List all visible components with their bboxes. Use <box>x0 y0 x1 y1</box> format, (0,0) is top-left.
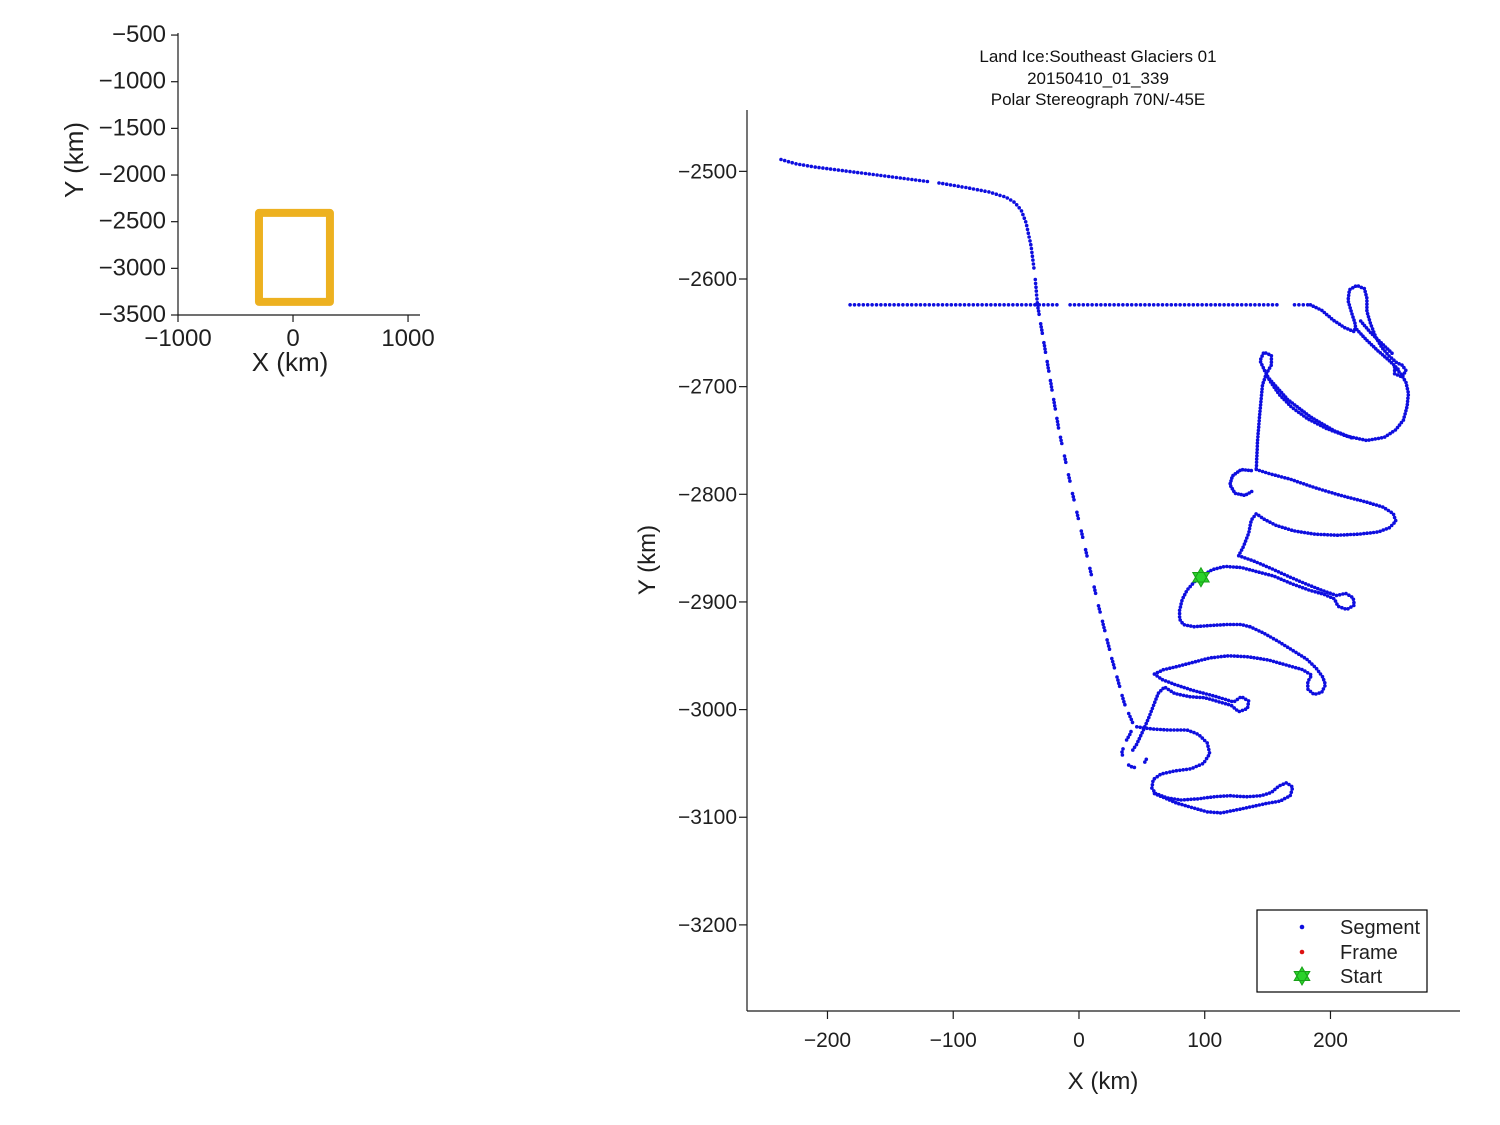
legend-label-start: Start <box>1340 966 1383 988</box>
legend-box <box>1256 909 1428 993</box>
y-tick-label: −3000 <box>99 254 166 281</box>
y-tick-label: −3200 <box>678 914 737 937</box>
overview-plot: −1000 0 1000 −500 −1000 −1500 −2000 −2500 −3000 −… <box>99 21 435 352</box>
main-plot-title: Land Ice:Southeast Glaciers 01 20150410_… <box>979 47 1216 109</box>
title-line-2: 20150410_01_339 <box>1027 69 1169 88</box>
y-tick-label: −1000 <box>99 68 166 95</box>
title-line-1: Land Ice:Southeast Glaciers 01 <box>979 47 1216 66</box>
x-tick-label: −200 <box>804 1029 851 1052</box>
y-tick-label: −2700 <box>678 376 737 399</box>
y-tick-label: −3000 <box>678 699 737 722</box>
start-marker <box>1191 566 1211 588</box>
x-tick-label: −100 <box>930 1029 977 1052</box>
y-tick-label: −2600 <box>678 268 737 291</box>
y-tick-label: −3500 <box>99 301 166 328</box>
x-tick-label: 0 <box>1073 1029 1085 1052</box>
overview-y-axis-label: Y (km) <box>59 122 89 198</box>
main-y-axis-label: Y (km) <box>634 525 661 595</box>
legend-label-frame: Frame <box>1340 942 1398 964</box>
x-tick-label: 0 <box>286 325 299 352</box>
y-tick-label: −2900 <box>678 591 737 614</box>
overview-x-axis-label: X (km) <box>252 347 329 377</box>
axes: −200 −100 0 100 200 −2500 −2600 −2700 −2800 −2900… <box>678 110 1460 1052</box>
title-line-3: Polar Stereograph 70N/-45E <box>991 90 1206 109</box>
y-tick-label: −2500 <box>99 208 166 235</box>
y-tick-label: −2800 <box>678 483 737 506</box>
y-tick-label: −2000 <box>99 161 166 188</box>
main-x-axis-label: X (km) <box>1068 1068 1139 1095</box>
x-tick-label: 1000 <box>381 325 434 352</box>
main-plot: −200 −100 0 100 200 −2500 −2600 −2700 −2800 −2900… <box>678 110 1460 1052</box>
x-tick-label: 200 <box>1313 1029 1348 1052</box>
segment-track-dots <box>779 157 1411 815</box>
y-tick-label: −1500 <box>99 114 166 141</box>
legend-labels: Segment Frame Start <box>1340 917 1420 988</box>
flight-bounding-box <box>254 208 334 306</box>
axes: −1000 0 1000 −500 −1000 −1500 −2000 −2500 −3000 −… <box>99 21 435 352</box>
x-tick-label: 100 <box>1187 1029 1222 1052</box>
legend-marker-segment-dot-icon <box>1299 924 1305 930</box>
legend-marker-frame-dot-icon <box>1299 949 1305 955</box>
y-tick-label: −500 <box>112 21 166 48</box>
legend-marker-start-hexagram-icon <box>1293 965 1311 987</box>
y-tick-label: −3100 <box>678 806 737 829</box>
legend <box>1256 909 1428 993</box>
legend-label-segment: Segment <box>1340 917 1420 939</box>
y-tick-label: −2500 <box>678 160 737 183</box>
x-tick-label: −1000 <box>144 325 211 352</box>
